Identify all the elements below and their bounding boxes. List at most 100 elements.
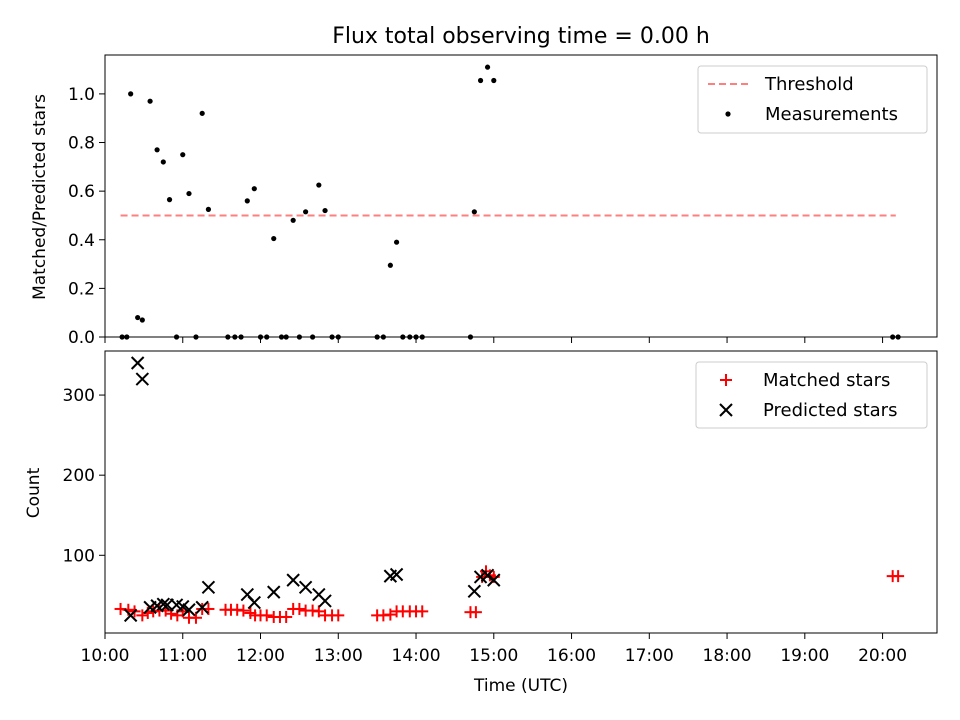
measurement-point — [484, 64, 491, 70]
legend-measurements-label: Measurements — [765, 104, 898, 125]
measurement-point — [186, 190, 192, 197]
x-tick-label: 14:00 — [392, 646, 441, 666]
y-tick-label: 1.0 — [68, 85, 95, 105]
predicted-star-point — [318, 594, 332, 608]
predicted-star-stroke — [318, 594, 332, 608]
predicted-star-point — [389, 567, 404, 582]
measurement-point — [491, 77, 497, 84]
matched-star-point — [189, 611, 202, 624]
measurement-point — [251, 186, 257, 192]
predicted-star-point — [176, 599, 190, 614]
legend-matched-label: Matched stars — [763, 370, 890, 391]
measurement-point — [166, 197, 173, 203]
y-tick-label: 0.6 — [68, 182, 95, 202]
bottom-axes-frame — [104, 350, 938, 634]
x-tick-label: 13:00 — [314, 646, 363, 666]
top-legend-box — [697, 65, 928, 134]
measurement-point — [322, 207, 328, 214]
predicted-star-stroke — [487, 573, 501, 587]
chart-title: Flux total observing time = 0.00 h — [332, 24, 710, 49]
x-tick-label: 16:00 — [547, 646, 596, 666]
x-tick-label: 10:00 — [81, 646, 130, 666]
measurement-point — [205, 206, 212, 212]
predicted-star-stroke — [389, 567, 404, 582]
y-tick-label: 0.8 — [68, 134, 95, 154]
measurement-point — [154, 147, 160, 153]
measurement-point — [199, 110, 205, 116]
predicted-star-point — [156, 597, 171, 611]
measurement-point — [128, 91, 134, 97]
predicted-star-stroke — [467, 584, 482, 599]
measurement-point — [387, 262, 393, 268]
x-tick-label: 11:00 — [158, 646, 207, 666]
legend-threshold-label: Threshold — [764, 74, 854, 95]
matched-star-point — [293, 602, 306, 615]
predicted-star-point — [182, 603, 196, 617]
top-legend: Threshold Measurements — [697, 65, 928, 134]
predicted-star-stroke — [182, 603, 196, 617]
x-axis-label: Time (UTC) — [473, 676, 568, 696]
matched-star-point — [237, 604, 250, 617]
bottom-y-ticks: 100 200 300 — [63, 386, 105, 566]
measurement-point — [147, 98, 153, 104]
matched-star-point — [469, 606, 482, 619]
y-tick-label: 200 — [63, 466, 95, 486]
measurement-point — [160, 159, 166, 165]
measurement-point — [271, 235, 277, 242]
predicted-star-stroke — [240, 587, 255, 602]
legend-measurements-swatch — [725, 111, 731, 117]
predicted-star-stroke — [298, 580, 313, 595]
bottom-plot-marks — [114, 356, 905, 624]
top-y-ticks: 0.0 0.2 0.4 0.6 0.8 1.0 — [68, 85, 105, 348]
predicted-star-stroke — [195, 600, 209, 615]
x-tick-label: 17:00 — [625, 646, 674, 666]
predicted-star-stroke — [123, 608, 138, 623]
measurement-point — [477, 77, 484, 84]
matched-star-point — [384, 608, 397, 621]
predicted-star-point — [201, 580, 216, 595]
predicted-star-point — [487, 573, 501, 587]
x-tick-label: 15:00 — [469, 646, 518, 666]
measurement-point — [316, 182, 322, 188]
predicted-star-stroke — [176, 599, 190, 614]
matched-star-point — [136, 609, 149, 622]
bottom-legend-box — [695, 361, 928, 429]
predicted-star-point — [298, 580, 313, 595]
count-panel: Count Time (UTC) 100 200 300 10:00 11:00 12:… — [24, 350, 938, 696]
y-tick-label: 0.2 — [68, 279, 95, 299]
predicted-star-stroke — [286, 573, 300, 587]
legend-predicted-label: Predicted stars — [763, 400, 897, 421]
predicted-star-stroke — [130, 356, 145, 370]
measurement-point — [303, 209, 309, 215]
top-axes-frame — [104, 54, 938, 338]
bottom-legend: Matched stars Predicted stars — [695, 361, 928, 429]
matched-star-point — [312, 605, 325, 618]
bottom-y-axis-label: Count — [24, 467, 44, 518]
predicted-star-point — [135, 372, 150, 386]
ratio-panel: Flux total observing time = 0.00 h Match… — [30, 24, 938, 348]
predicted-star-stroke — [169, 598, 184, 612]
measurement-point — [244, 198, 250, 204]
measurement-point — [290, 217, 296, 223]
predicted-star-point — [130, 356, 145, 370]
predicted-star-stroke — [135, 372, 150, 386]
predicted-star-point — [467, 584, 482, 599]
measurement-point — [393, 239, 400, 245]
predicted-star-stroke — [267, 585, 281, 599]
x-tick-label: 12:00 — [236, 646, 285, 666]
y-tick-label: 100 — [63, 546, 95, 566]
bottom-x-ticks: 10:00 11:00 12:00 13:00 14:00 15:00 16:00 17:00… — [81, 633, 907, 666]
y-tick-label: 300 — [63, 386, 95, 406]
x-tick-label: 18:00 — [703, 646, 752, 666]
x-tick-label: 19:00 — [780, 646, 829, 666]
legend-predicted-swatch — [719, 403, 733, 417]
predicted-star-point — [123, 608, 138, 623]
predicted-star-point — [267, 585, 281, 599]
predicted-star-point — [286, 573, 300, 587]
y-tick-label: 0.0 — [68, 328, 95, 348]
matched-star-point — [892, 570, 905, 583]
matched-star-point — [260, 609, 273, 622]
legend-matched-swatch — [720, 374, 732, 386]
matched-star-point — [416, 605, 429, 618]
